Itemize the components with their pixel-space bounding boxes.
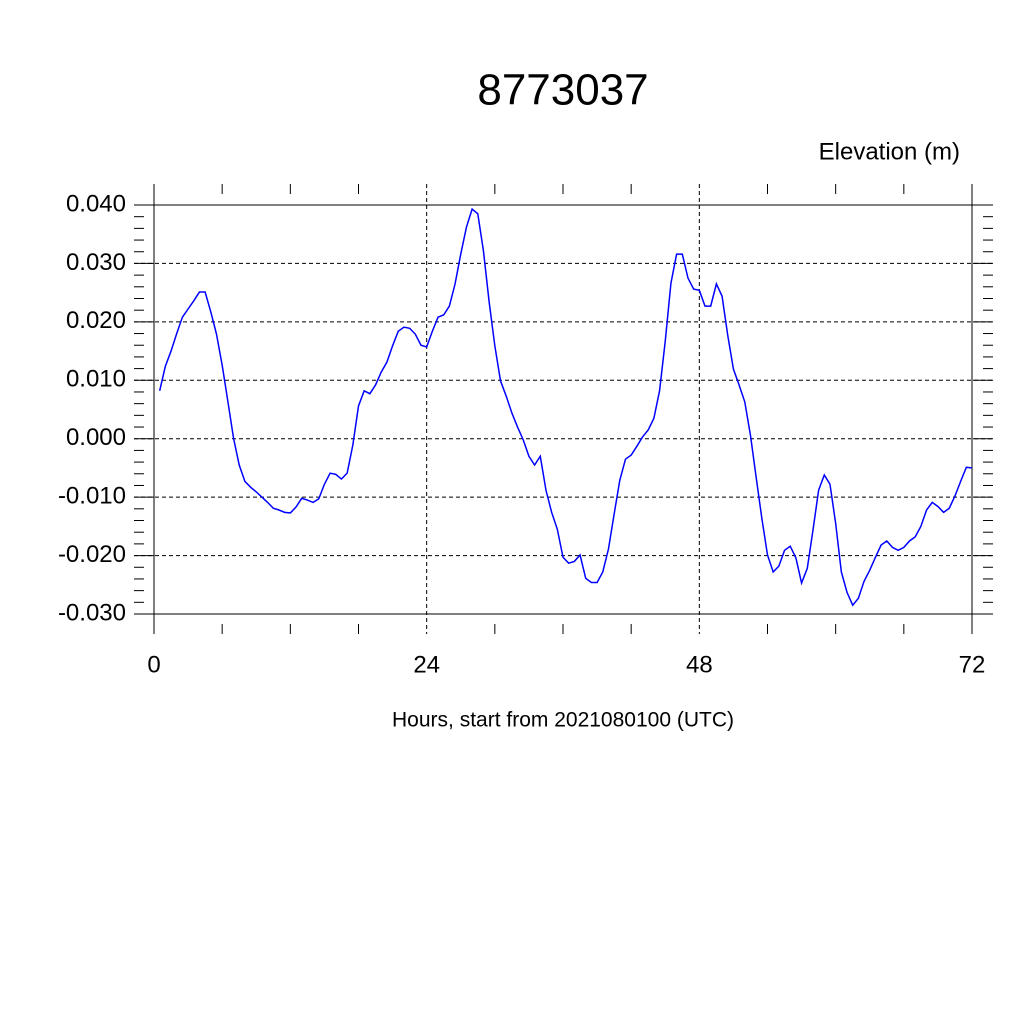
x-axis-label: Hours, start from 2021080100 (UTC) (392, 709, 734, 732)
y-tick-label: -0.010 (58, 482, 126, 509)
x-tick-label: 24 (413, 651, 440, 678)
y-tick-label: -0.030 (58, 599, 126, 626)
y-tick-label: 0.040 (66, 190, 126, 217)
y-tick-label: -0.020 (58, 541, 126, 568)
y-tick-label: 0.020 (66, 307, 126, 334)
y-axis-label: Elevation (m) (819, 138, 960, 165)
x-tick-label: 72 (959, 651, 986, 678)
y-tick-label: 0.010 (66, 366, 126, 393)
chart-title: 8773037 (477, 66, 648, 115)
y-tick-label: 0.030 (66, 249, 126, 276)
x-tick-label: 0 (147, 651, 160, 678)
data-line (158, 207, 973, 607)
y-tick-label: 0.000 (66, 424, 126, 451)
x-tick-label: 48 (686, 651, 713, 678)
